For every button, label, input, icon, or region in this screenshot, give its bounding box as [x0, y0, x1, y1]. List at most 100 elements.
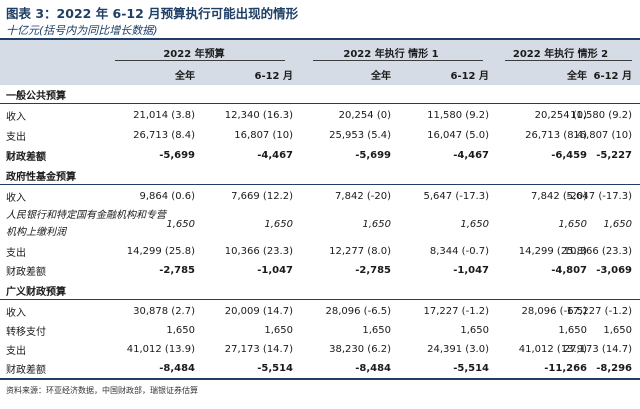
value-cell: 10,366 (23.3)	[563, 246, 632, 257]
value-cell: 24,391 (3.0)	[427, 344, 489, 355]
value-cell: -5,514	[453, 363, 489, 374]
value-cell: 5,647 (-17.3)	[566, 191, 632, 202]
section-rule	[0, 184, 640, 185]
table-row: 收入 30,878 (2.7) 20,009 (14.7) 28,096 (-6…	[0, 302, 640, 321]
value-cell: -4,467	[257, 150, 293, 161]
value-cell: 8,344 (-0.7)	[429, 246, 489, 257]
value-cell: 30,878 (2.7)	[133, 306, 195, 317]
value-cell: 1,650	[166, 218, 195, 230]
value-cell: 14,299 (25.8)	[518, 246, 587, 257]
value-cell: 1,650	[460, 325, 489, 336]
value-cell: 1,650	[603, 218, 632, 230]
row-label: 支出	[6, 132, 26, 143]
value-cell: -8,296	[596, 363, 632, 374]
table-row: 人民银行和特定国有金融机构和专营机构上缴利润 1,650 1,650 1,650…	[0, 206, 640, 242]
value-cell: -2,785	[159, 265, 195, 276]
row-label: 人民银行和特定国有金融机构和专营机构上缴利润	[6, 210, 166, 238]
subcol-header: 6-12 月	[450, 71, 489, 82]
value-cell: 1,650	[603, 325, 632, 336]
section-row: 广义财政预算	[0, 281, 640, 300]
value-cell: 20,009 (14.7)	[224, 306, 293, 317]
value-cell: -1,047	[257, 265, 293, 276]
value-cell: 14,299 (25.8)	[126, 246, 195, 257]
table-row: 支出 41,012 (13.9) 27,173 (14.7) 38,230 (6…	[0, 340, 640, 359]
group-underline	[115, 60, 285, 61]
row-label: 财政差额	[6, 365, 46, 376]
subcol-header: 全年	[371, 71, 391, 82]
value-cell: 25,953 (5.4)	[329, 130, 391, 141]
value-cell: 28,096 (-6.5)	[521, 306, 587, 317]
table-row: 收入 21,014 (3.8) 12,340 (16.3) 20,254 (0)…	[0, 106, 640, 125]
value-cell: 17,227 (-1.2)	[423, 306, 489, 317]
value-cell: 21,014 (3.8)	[133, 110, 195, 121]
section-title: 广义财政预算	[6, 287, 66, 298]
value-cell: 16,047 (5.0)	[427, 130, 489, 141]
value-cell: 26,713 (8.4)	[133, 130, 195, 141]
group-underline	[505, 60, 632, 61]
section-title: 政府性基金预算	[6, 172, 76, 183]
value-cell: -8,484	[159, 363, 195, 374]
subcol-header: 6-12 月	[254, 71, 293, 82]
table-row: 支出 26,713 (8.4) 16,807 (10) 25,953 (5.4)…	[0, 126, 640, 145]
group-header-scenario-1: 2022 年执行 情形 1	[343, 49, 439, 60]
value-cell: 20,254 (0)	[338, 110, 391, 121]
value-cell: 10,366 (23.3)	[224, 246, 293, 257]
value-cell: 16,807 (10)	[234, 130, 293, 141]
value-cell: 28,096 (-6.5)	[325, 306, 391, 317]
table-row: 转移支付 1,650 1,650 1,650 1,650 1,650 1,650	[0, 321, 640, 340]
section-row: 政府性基金预算	[0, 166, 640, 185]
table-row-total: 财政差额 -5,699 -4,467 -5,699 -4,467 -6,459 …	[0, 146, 640, 165]
row-label: 收入	[6, 112, 26, 123]
table-row-total: 财政差额 -2,785 -1,047 -2,785 -1,047 -4,807 …	[0, 261, 640, 280]
value-cell: 27,173 (14.7)	[563, 344, 632, 355]
value-cell: -5,699	[355, 150, 391, 161]
value-cell: 1,650	[558, 325, 587, 336]
value-cell: 41,012 (13.9)	[126, 344, 195, 355]
row-label: 收入	[6, 308, 26, 319]
value-cell: -5,227	[596, 150, 632, 161]
source-note: 资料来源：环亚经济数据，中国财政部，瑞银证券估算	[6, 386, 198, 395]
row-label: 转移支付	[6, 327, 46, 338]
value-cell: 16,807 (10)	[573, 130, 632, 141]
row-label: 财政差额	[6, 267, 46, 278]
value-cell: -4,467	[453, 150, 489, 161]
top-rule	[0, 38, 640, 40]
value-cell: 1,650	[558, 218, 587, 230]
table-row-total: 财政差额 -8,484 -5,514 -8,484 -5,514 -11,266…	[0, 359, 640, 378]
section-rule	[0, 299, 640, 300]
value-cell: 20,254 (0)	[534, 110, 587, 121]
value-cell: 7,669 (12.2)	[231, 191, 293, 202]
value-cell: 7,842 (-20)	[531, 191, 587, 202]
table-row: 收入 9,864 (0.6) 7,669 (12.2) 7,842 (-20) …	[0, 187, 640, 206]
value-cell: -5,514	[257, 363, 293, 374]
row-label: 支出	[6, 346, 26, 357]
bottom-rule	[0, 378, 640, 380]
unit-subtitle: 十亿元(括号内为同比增长数据)	[6, 24, 158, 37]
value-cell: 27,173 (14.7)	[224, 344, 293, 355]
table-header: 2022 年预算 2022 年执行 情形 1 2022 年执行 情形 2 全年 …	[0, 40, 640, 85]
value-cell: -8,484	[355, 363, 391, 374]
subcol-header: 全年	[175, 71, 195, 82]
value-cell: 1,650	[362, 218, 391, 230]
subcol-header: 全年	[567, 71, 587, 82]
value-cell: 12,277 (8.0)	[329, 246, 391, 257]
value-cell: -4,807	[551, 265, 587, 276]
section-title: 一般公共预算	[6, 91, 66, 102]
value-cell: 12,340 (16.3)	[224, 110, 293, 121]
value-cell: -2,785	[355, 265, 391, 276]
value-cell: 41,012 (13.9)	[518, 344, 587, 355]
value-cell: 1,650	[264, 325, 293, 336]
value-cell: 9,864 (0.6)	[139, 191, 195, 202]
row-label: 财政差额	[6, 152, 46, 163]
value-cell: -6,459	[551, 150, 587, 161]
value-cell: -3,069	[596, 265, 632, 276]
value-cell: 7,842 (-20)	[335, 191, 391, 202]
group-underline	[313, 60, 483, 61]
value-cell: 38,230 (6.2)	[329, 344, 391, 355]
section-rule	[0, 103, 640, 104]
subcol-header: 6-12 月	[593, 71, 632, 82]
chart-title: 图表 3：2022 年 6-12 月预算执行可能出现的情形	[6, 6, 299, 21]
row-label: 收入	[6, 193, 26, 204]
value-cell: 11,580 (9.2)	[427, 110, 489, 121]
group-header-scenario-2: 2022 年执行 情形 2	[512, 49, 609, 60]
